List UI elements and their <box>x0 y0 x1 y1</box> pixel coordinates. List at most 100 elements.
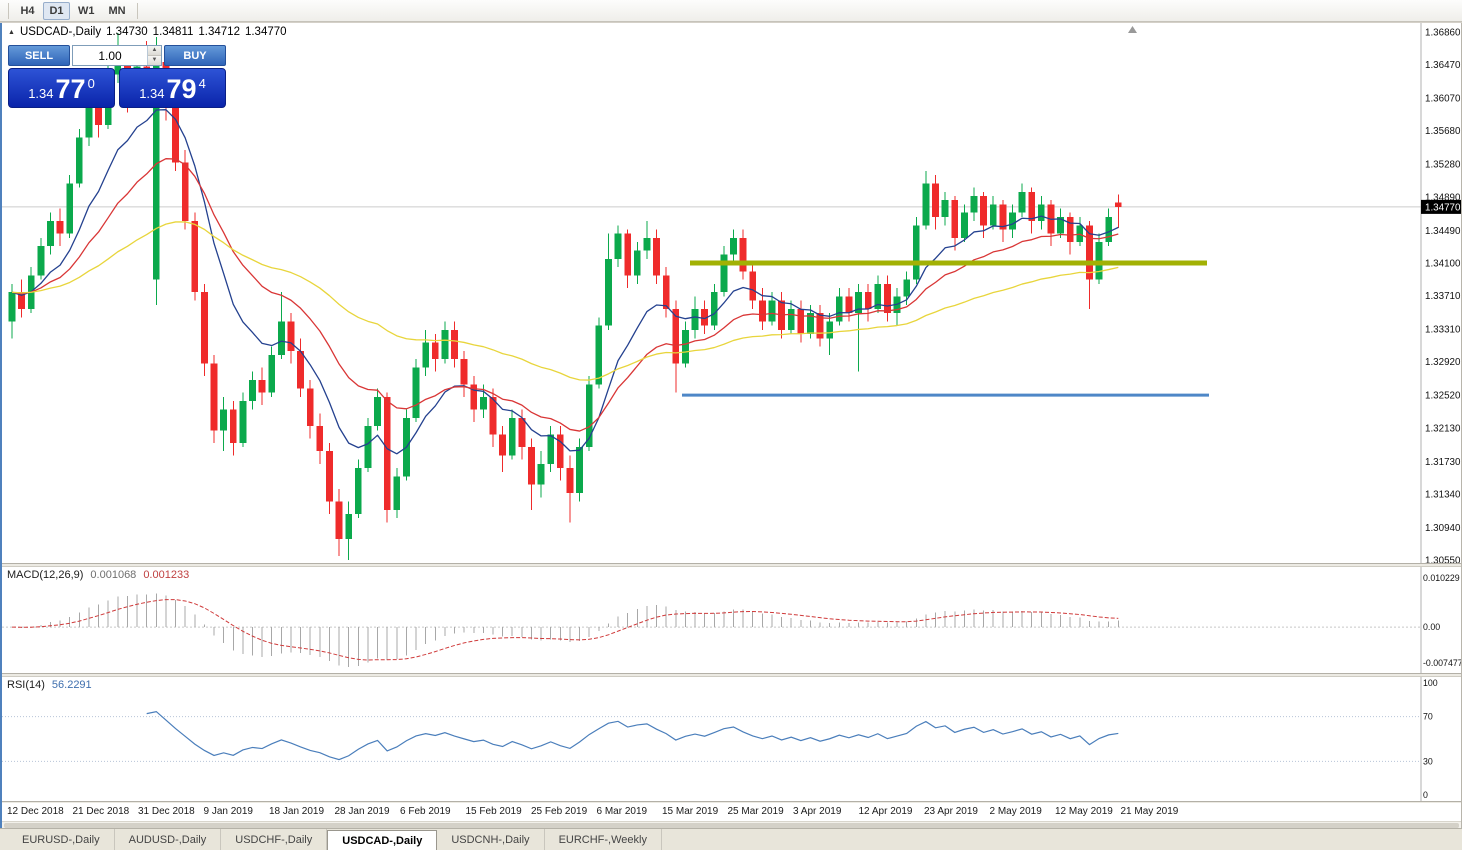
ohlc-high: 1.34811 <box>152 26 194 38</box>
price-tick-label: 1.36470 <box>1425 60 1461 71</box>
macd-signal-line <box>11 599 1119 661</box>
ma-21-line <box>11 158 1119 432</box>
macd-label: MACD(12,26,9) 0.001068 0.001233 <box>7 569 189 581</box>
timeframe-mn-button[interactable]: MN <box>108 4 126 17</box>
date-label: 28 Jan 2019 <box>334 806 390 817</box>
date-label: 18 Jan 2019 <box>269 806 325 817</box>
macd-tick-label: 0.00 <box>1423 622 1440 632</box>
pane-separator <box>2 801 1461 803</box>
timeframe-buttons: H4 D1 W1 MN <box>13 0 133 22</box>
date-label: 3 Apr 2019 <box>793 806 842 817</box>
macd-pane: 0.010229 0.00 -0.007477 MACD(12,26,9) 0.00… <box>2 567 1461 673</box>
buy-price-pip: 4 <box>198 76 206 91</box>
date-label: 15 Mar 2019 <box>662 806 719 817</box>
rsi-name: RSI(14) <box>7 679 45 691</box>
price-tick-label: 1.31340 <box>1425 489 1461 500</box>
volume-spinner: ▲ ▼ <box>147 46 161 65</box>
sell-price-display[interactable]: 1.34 77 0 <box>8 68 115 108</box>
timeframe-h4-button[interactable]: H4 <box>20 4 35 17</box>
rsi-tick-label: 0 <box>1423 790 1428 800</box>
chart-tab[interactable]: USDCHF-,Daily <box>221 829 328 850</box>
price-tick-label: 1.36860 <box>1425 28 1461 39</box>
date-label: 12 May 2019 <box>1055 806 1113 817</box>
price-tick-label: 1.32130 <box>1425 423 1461 434</box>
date-label: 31 Dec 2018 <box>138 806 195 817</box>
buy-price-display[interactable]: 1.34 79 4 <box>119 68 226 108</box>
chart-tabbar: EURUSD-,Daily AUDUSD-,Daily USDCHF-,Daily U… <box>0 828 1462 850</box>
toolbar-separator <box>136 2 138 19</box>
macd-name: MACD(12,26,9) <box>7 569 84 581</box>
date-label: 12 Dec 2018 <box>7 806 64 817</box>
macd-canvas[interactable]: 0.010229 0.00 -0.007477 <box>2 567 1461 673</box>
candles[interactable] <box>8 32 1122 561</box>
rsi-tick-label: 100 <box>1423 678 1438 688</box>
price-tick-label: 1.34490 <box>1425 226 1461 237</box>
chart-symbol-label: USDCAD-,Daily <box>19 26 102 38</box>
date-label: 25 Mar 2019 <box>727 806 784 817</box>
sell-price-pip: 0 <box>87 76 95 91</box>
chart-window: 1.36860 1.36470 1.36070 1.35680 1.35280 1.348… <box>0 23 1462 828</box>
buy-button[interactable]: BUY <box>164 45 226 66</box>
scrollbar-thumb[interactable] <box>4 823 1459 828</box>
chart-tab[interactable]: EURUSD-,Daily <box>8 829 115 850</box>
price-tick-label: 1.30940 <box>1425 523 1461 534</box>
rsi-canvas[interactable]: 100 70 30 0 <box>2 677 1461 801</box>
volume-input[interactable] <box>73 46 147 65</box>
horizontal-scrollbar <box>2 821 1461 828</box>
chart-tab[interactable]: EURCHF-,Weekly <box>545 829 662 850</box>
price-tick-label: 1.33310 <box>1425 325 1461 336</box>
auto-scroll-icon[interactable] <box>1128 26 1137 33</box>
date-label: 21 Dec 2018 <box>72 806 130 817</box>
date-label: 6 Mar 2019 <box>596 806 648 817</box>
volume-up-button[interactable]: ▲ <box>148 46 161 56</box>
sell-price-big: 77 <box>55 74 86 104</box>
one-click-trading-panel: SELL ▲ ▼ BUY 1.34 77 0 1.34 <box>8 45 226 108</box>
price-tick-label: 1.31730 <box>1425 457 1461 468</box>
current-price-value: 1.34770 <box>1425 202 1461 213</box>
date-label: 21 May 2019 <box>1120 806 1179 817</box>
sell-button[interactable]: SELL <box>8 45 70 66</box>
price-tick-label: 1.34890 <box>1425 192 1461 203</box>
rsi-line <box>146 710 1119 761</box>
ohlc-close: 1.34770 <box>244 26 287 38</box>
macd-histogram <box>21 593 1119 668</box>
timeframe-w1-button[interactable]: W1 <box>78 4 95 17</box>
chart-tab[interactable]: AUDUSD-,Daily <box>115 829 222 850</box>
date-label: 2 May 2019 <box>989 806 1042 817</box>
rsi-pane: 100 70 30 0 RSI(14) 56.2291 <box>2 677 1461 801</box>
buy-price-prefix: 1.34 <box>139 86 165 101</box>
ohlc-open: 1.34730 <box>106 26 148 38</box>
date-label: 25 Feb 2019 <box>531 806 588 817</box>
rsi-label: RSI(14) 56.2291 <box>7 679 92 691</box>
chart-tab[interactable]: USDCNH-,Daily <box>437 829 545 850</box>
macd-signal-value: 0.001233 <box>143 569 190 581</box>
ma-55-line <box>11 221 1119 381</box>
price-tick-label: 1.30550 <box>1425 556 1461 563</box>
ohlc-low: 1.34712 <box>198 26 240 38</box>
sell-price-prefix: 1.34 <box>28 86 54 101</box>
current-price-tag <box>1421 199 1461 214</box>
pane-separator[interactable] <box>2 563 1461 567</box>
pane-separator[interactable] <box>2 673 1461 677</box>
price-chart-pane: 1.36860 1.36470 1.36070 1.35680 1.35280 1.348… <box>2 23 1461 563</box>
volume-down-button[interactable]: ▼ <box>148 56 161 65</box>
chart-tab[interactable]: USDCAD-,Daily <box>327 830 438 850</box>
macd-tick-label: -0.007477 <box>1423 658 1461 668</box>
macd-main-value: 0.001068 <box>90 569 137 581</box>
timeframe-toolbar: H4 D1 W1 MN <box>0 0 1462 22</box>
ma-10-line <box>11 109 1119 455</box>
buy-price-big: 79 <box>166 74 197 104</box>
volume-box: ▲ ▼ <box>72 45 162 66</box>
time-axis[interactable]: 12 Dec 2018 21 Dec 2018 31 Dec 2018 9 Jan 2… <box>2 803 1461 821</box>
rsi-value: 56.2291 <box>51 679 92 691</box>
price-tick-label: 1.35280 <box>1425 160 1461 171</box>
price-tick-label: 1.33710 <box>1425 291 1461 302</box>
date-label: 12 Apr 2019 <box>858 806 913 817</box>
timeframe-d1-button[interactable]: D1 <box>43 1 70 20</box>
date-label: 9 Jan 2019 <box>203 806 254 817</box>
price-tick-label: 1.32520 <box>1425 391 1461 402</box>
date-label: 23 Apr 2019 <box>924 806 978 817</box>
price-tick-label: 1.36070 <box>1425 94 1461 105</box>
rsi-tick-label: 70 <box>1423 712 1433 722</box>
date-label: 15 Feb 2019 <box>465 806 522 817</box>
